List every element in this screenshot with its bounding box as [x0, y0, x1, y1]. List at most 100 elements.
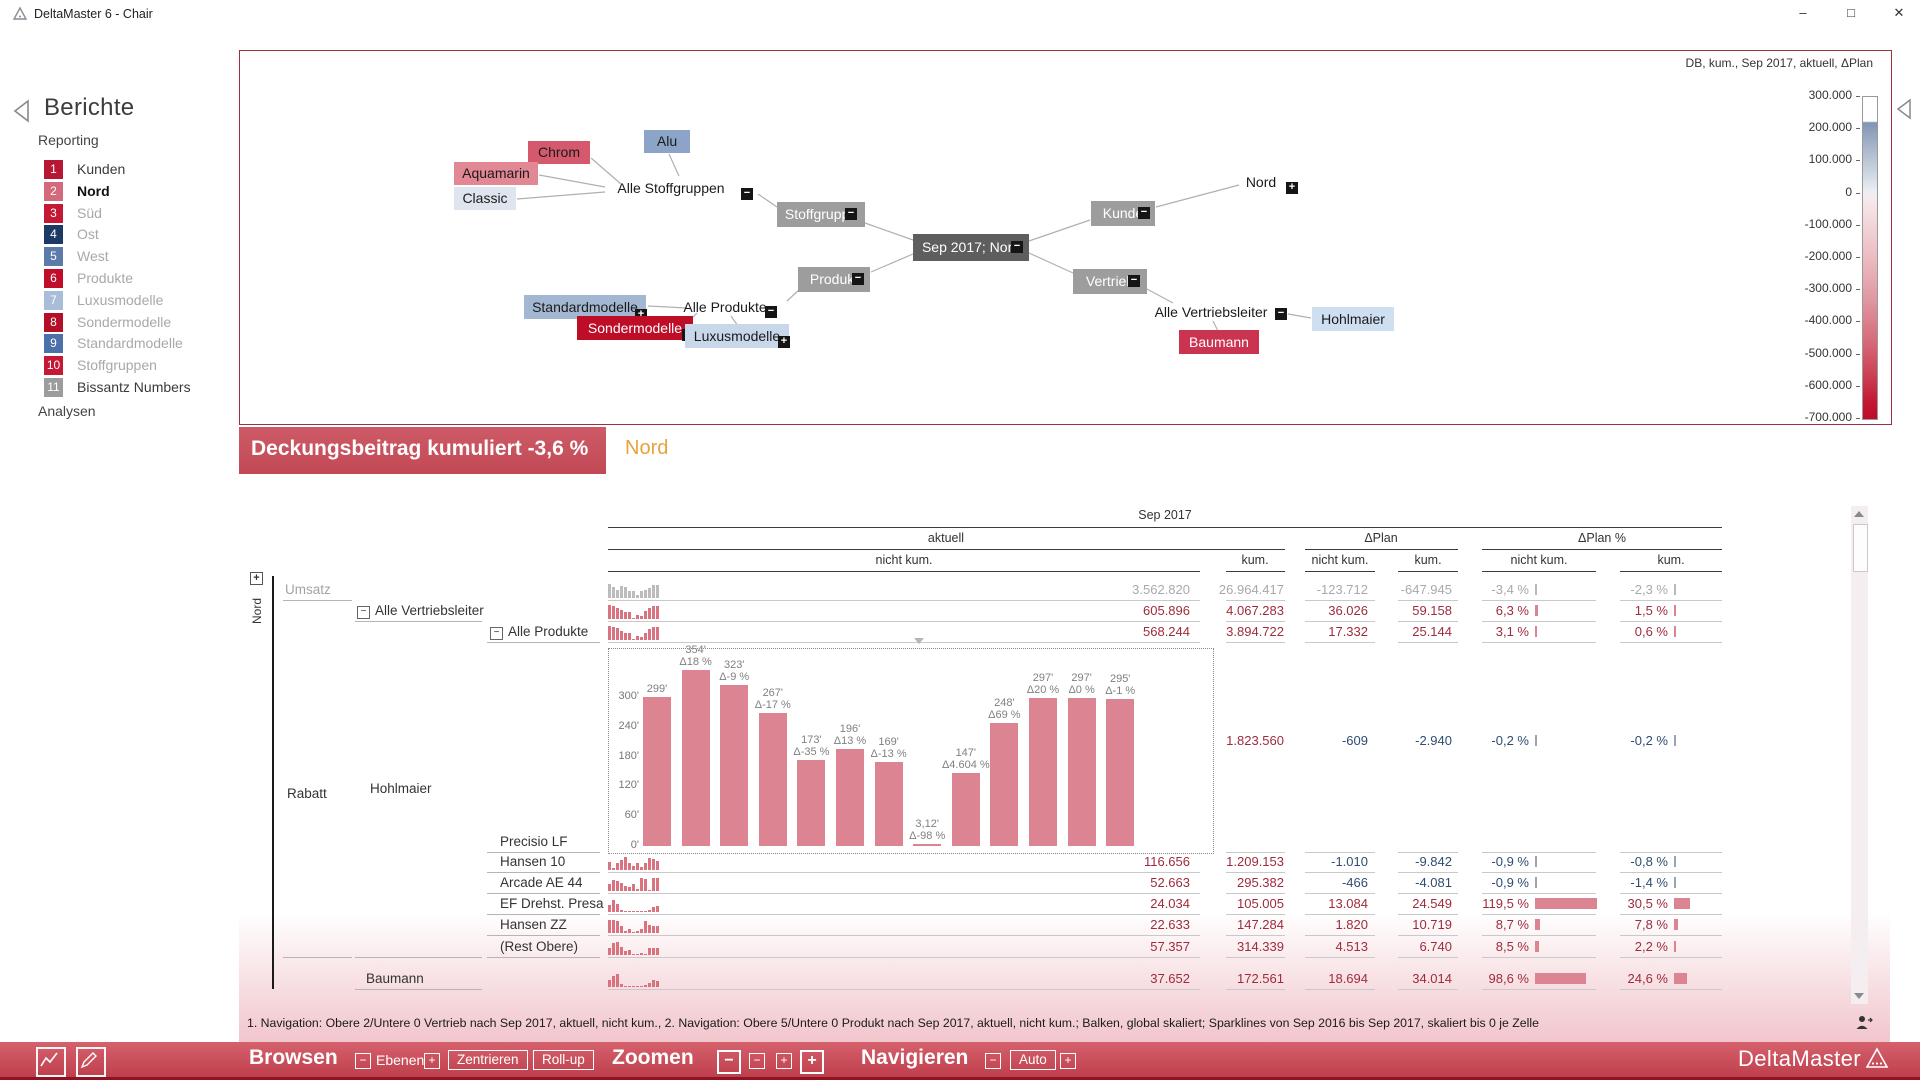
cell-value: 6,3 %	[1495, 603, 1529, 618]
row-label-alle-produkte[interactable]: − Alle Produkte	[490, 624, 588, 640]
close-button[interactable]: ✕	[1893, 5, 1905, 20]
sidebar-item-nord[interactable]: 2 Nord	[40, 181, 240, 202]
graph-node-kunde[interactable]: Kunde	[1091, 200, 1155, 226]
chart-y-tick: 180'	[618, 749, 639, 762]
row-label-baumann[interactable]: Baumann	[366, 971, 424, 986]
graph-node-luxusmodelle[interactable]: Luxusmodelle	[685, 324, 789, 348]
collapse-icon[interactable]: −	[741, 188, 753, 200]
navigate-plus-icon[interactable]: +	[1060, 1053, 1076, 1069]
scroll-up-icon[interactable]	[1854, 511, 1864, 517]
zoom-in-icon[interactable]: +	[776, 1053, 792, 1069]
row-separator	[1620, 621, 1722, 622]
user-icon[interactable]	[1854, 1013, 1874, 1033]
maximize-button[interactable]: □	[1847, 5, 1855, 20]
scale-tick-mark	[1856, 418, 1860, 419]
row-separator	[1305, 914, 1375, 915]
expand-icon[interactable]: +	[778, 336, 790, 348]
sidebar-title[interactable]: Berichte	[44, 94, 135, 121]
graph-node-alle-vertriebsleiter[interactable]: Alle Vertriebsleiter	[1154, 304, 1268, 320]
group-dplan-pct[interactable]: ΔPlan %	[1578, 531, 1626, 545]
row-label-precisio-lf[interactable]: Precisio LF	[500, 834, 568, 849]
zoom-out-strong-icon[interactable]: −	[717, 1050, 741, 1074]
sidebar-item-standardmodelle[interactable]: 9 Standardmodelle	[40, 334, 240, 354]
graph-node-alu[interactable]: Alu	[644, 129, 690, 153]
section-analysen[interactable]: Analysen	[38, 403, 96, 419]
sidebar-item-west[interactable]: 5 West	[40, 247, 240, 267]
sidebar-item-luxusmodelle[interactable]: 7 Luxusmodelle	[40, 290, 240, 311]
graph-node-sep-2017-nord[interactable]: Sep 2017; Nord	[913, 233, 1029, 261]
graph-node-baumann[interactable]: Baumann	[1179, 330, 1259, 354]
sub-kum-2[interactable]: kum.	[1414, 553, 1442, 567]
vertical-scrollbar[interactable]	[1851, 506, 1868, 1004]
chart-bar	[1067, 698, 1096, 846]
collapse-icon[interactable]: −	[852, 273, 864, 285]
sidebar-item-kunden[interactable]: 1 Kunden	[40, 160, 240, 180]
row-label-arcade-ae-44[interactable]: Arcade AE 44	[500, 875, 583, 890]
graph-node-alle-stoffgruppen[interactable]: Alle Stoffgruppen	[617, 180, 725, 196]
graph-node-chrom[interactable]: Chrom	[528, 140, 590, 164]
label-underline	[487, 872, 600, 873]
group-aktuell[interactable]: aktuell	[927, 531, 965, 545]
collapse-icon[interactable]: −	[765, 306, 777, 318]
sub-nicht-kum-1[interactable]: nicht kum.	[875, 553, 933, 567]
navigate-minus-icon[interactable]: −	[985, 1053, 1001, 1069]
chart-view-button[interactable]	[36, 1047, 66, 1077]
collapse-right-icon[interactable]	[1894, 97, 1914, 121]
row-label-umsatz[interactable]: Umsatz	[285, 582, 331, 597]
sidebar-item-ost[interactable]: 4 Ost	[40, 225, 240, 245]
scrollbar-thumb[interactable]	[1853, 524, 1868, 572]
zoom-out-icon[interactable]: −	[749, 1053, 765, 1069]
collapse-row-icon[interactable]: −	[490, 627, 503, 640]
minimize-button[interactable]: –	[1799, 5, 1807, 20]
graph-node-alle-produkte[interactable]: Alle Produkte	[683, 299, 767, 315]
scroll-down-icon[interactable]	[1854, 993, 1864, 999]
column-period[interactable]: Sep 2017	[1138, 508, 1192, 522]
scale-tick-label: -700.000	[1804, 410, 1852, 424]
graph-node-standardmodelle[interactable]: Standardmodelle	[524, 295, 646, 319]
expand-icon[interactable]: +	[1286, 182, 1298, 194]
graph-node-hohlmaier[interactable]: Hohlmaier	[1312, 307, 1394, 331]
dimension-expand-icon[interactable]: +	[250, 572, 263, 585]
side-label-hohlmaier[interactable]: Hohlmaier	[370, 781, 432, 796]
bar-delta-label: Δ20 %	[1026, 684, 1060, 697]
collapse-icon[interactable]: −	[1138, 207, 1150, 219]
auto-button[interactable]: Auto	[1010, 1050, 1056, 1070]
row-separator	[608, 893, 1200, 894]
graph-node-nord[interactable]: Nord	[1245, 174, 1277, 190]
row-separator	[1482, 989, 1596, 990]
collapse-icon[interactable]: −	[1275, 308, 1287, 320]
collapse-icon[interactable]: −	[1128, 275, 1140, 287]
rollup-button[interactable]: Roll-up	[533, 1050, 594, 1070]
section-reporting[interactable]: Reporting	[38, 132, 99, 148]
cell-value: 116.656	[1143, 854, 1190, 869]
sidebar-item-s-d[interactable]: 3 Süd	[40, 203, 240, 224]
edit-view-button[interactable]	[76, 1047, 106, 1077]
zoom-in-strong-icon[interactable]: +	[800, 1050, 824, 1074]
scale-tick-label: 100.000	[1808, 152, 1852, 167]
collapse-icon[interactable]: −	[845, 208, 857, 220]
back-arrow-icon[interactable]	[10, 98, 32, 124]
sub-kum-1[interactable]: kum.	[1241, 553, 1269, 567]
sub-nicht-kum-2[interactable]: nicht kum.	[1311, 553, 1369, 567]
sub-nicht-kum-3[interactable]: nicht kum.	[1510, 553, 1568, 567]
graph-node-classic[interactable]: Classic	[454, 186, 516, 210]
group-dplan[interactable]: ΔPlan	[1364, 531, 1398, 545]
graph-node-aquamarin[interactable]: Aquamarin	[454, 161, 538, 185]
collapse-row-icon[interactable]: −	[357, 606, 370, 619]
zentrieren-button[interactable]: Zentrieren	[448, 1050, 528, 1070]
collapse-icon[interactable]: −	[1011, 241, 1023, 253]
sidebar-item-bissantz-numbers[interactable]: 11 Bissantz Numbers	[40, 378, 240, 398]
row-label-hansen-zz[interactable]: Hansen ZZ	[500, 917, 567, 932]
row-label-ef-drehst-presa[interactable]: EF Drehst. Presa	[500, 896, 604, 911]
row-label--rest-obere-[interactable]: (Rest Obere)	[500, 939, 578, 954]
row-label-hansen-10[interactable]: Hansen 10	[500, 854, 565, 869]
graph-node-sondermodelle[interactable]: Sondermodelle	[577, 316, 693, 340]
sub-kum-3[interactable]: kum.	[1657, 553, 1685, 567]
sidebar-item-produkte[interactable]: 6 Produkte	[40, 269, 240, 289]
row-label-alle-vertriebsleiter[interactable]: − Alle Vertriebsleiter	[357, 603, 484, 619]
levels-plus-icon[interactable]: +	[424, 1053, 440, 1069]
levels-minus-icon[interactable]: −	[355, 1053, 371, 1069]
side-label-rabatt[interactable]: Rabatt	[287, 786, 327, 801]
sidebar-item-stoffgruppen[interactable]: 10 Stoffgruppen	[40, 356, 240, 376]
sidebar-item-sondermodelle[interactable]: 8 Sondermodelle	[40, 312, 240, 333]
